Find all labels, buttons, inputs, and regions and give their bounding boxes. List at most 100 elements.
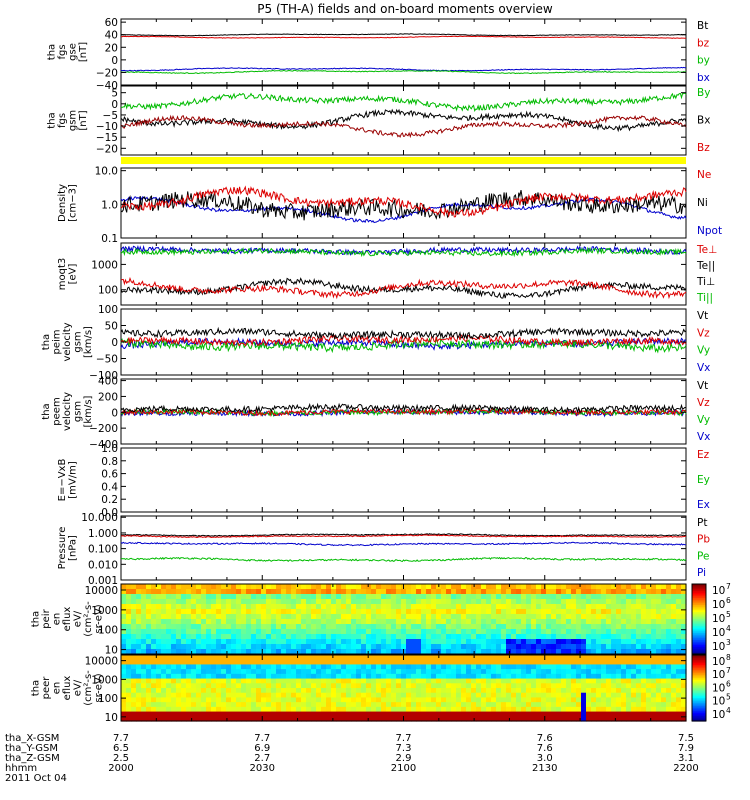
spectrogram-cell: [651, 624, 657, 630]
spectrogram-cell: [136, 716, 142, 722]
spectrogram-cell: [291, 697, 297, 703]
spectrogram-cell: [441, 614, 447, 620]
spectrogram-cell: [596, 673, 602, 680]
spectrogram-cell: [601, 716, 607, 722]
spectrogram-cell: [666, 584, 672, 590]
spectrogram-cell: [256, 604, 262, 610]
spectrogram-cell: [471, 599, 477, 605]
spectrogram-cell: [466, 683, 472, 689]
spectrogram-cell: [206, 692, 212, 699]
y-tick-label: 40: [105, 30, 118, 42]
spectrogram-cell: [536, 688, 542, 694]
spectrogram-cell: [396, 716, 402, 722]
spectrogram-cell: [341, 584, 347, 590]
spectrogram-cell: [236, 692, 242, 699]
spectrogram-cell: [416, 664, 422, 670]
spectrogram-cell: [586, 594, 592, 600]
spectrogram-cell: [391, 702, 397, 708]
spectrogram-cell: [321, 706, 327, 713]
spectrogram-cell: [466, 589, 472, 595]
spectrogram-cell: [561, 688, 567, 694]
spectrogram-cell: [571, 711, 577, 717]
colorbar-cell: [692, 683, 706, 686]
spectrogram-cell: [186, 584, 192, 590]
spectrogram-cell: [656, 673, 662, 680]
spectrogram-cell: [356, 716, 362, 722]
spectrogram-cell: [121, 702, 127, 708]
spectrogram-cell: [591, 594, 597, 600]
spectrogram-cell: [616, 711, 622, 717]
spectrogram-cell: [536, 599, 542, 605]
spectrogram-cell: [261, 659, 267, 666]
spectrogram-cell: [636, 609, 642, 615]
ephemeris-value: 2.9: [396, 753, 412, 764]
spectrogram-cell: [151, 678, 157, 684]
spectrogram-cell: [521, 584, 527, 590]
spectrogram-cell: [616, 644, 622, 650]
spectrogram-cell: [561, 659, 567, 666]
spectrogram-cell: [341, 629, 347, 635]
spectrogram-cell: [436, 664, 442, 670]
spectrogram-cell: [521, 649, 527, 655]
spectrogram-cell: [531, 629, 537, 635]
spectrogram-cell: [306, 624, 312, 630]
spectrogram-cell: [476, 683, 482, 689]
spectrogram-cell: [236, 599, 242, 605]
spectrogram-cell: [186, 702, 192, 708]
spectrogram-cell: [396, 584, 402, 590]
spectrogram-cell: [411, 692, 417, 699]
colorbar-cell: [692, 679, 706, 682]
spectrogram-cell: [221, 629, 227, 635]
y-tick-label: 0.010: [88, 559, 118, 571]
spectrogram-cell: [661, 609, 667, 615]
spectrogram-cell: [271, 697, 277, 703]
spectrogram-cell: [376, 692, 382, 699]
spectrogram-cell: [636, 711, 642, 717]
spectrogram-cell: [341, 711, 347, 717]
spectrogram-cell: [421, 594, 427, 600]
spectrogram-cell: [171, 673, 177, 680]
spectrogram-cell: [471, 711, 477, 717]
spectrogram-cell: [196, 589, 202, 595]
spectrogram-cell: [271, 659, 277, 666]
spectrogram-cell: [556, 584, 562, 590]
spectrogram-cell: [386, 702, 392, 708]
colorbar-cell: [692, 648, 706, 652]
spectrogram-cell: [661, 644, 667, 650]
spectrogram-cell: [486, 639, 492, 645]
spectrogram-cell: [601, 673, 607, 680]
spectrogram-cell: [651, 594, 657, 600]
spectrogram-cell: [276, 673, 282, 680]
spectrogram-cell: [631, 706, 637, 713]
spectrogram-cell: [456, 706, 462, 713]
spectrogram-cell: [516, 659, 522, 666]
y-axis-label: Pressure: [57, 527, 68, 570]
spectrogram-cell: [151, 711, 157, 717]
spectrogram-cell: [621, 634, 627, 640]
ephemeris-value: 6.9: [254, 743, 270, 754]
spectrogram-cell: [256, 688, 262, 694]
spectrogram-cell: [446, 619, 452, 625]
spectrogram-cell: [381, 609, 387, 615]
spectrogram-cell: [326, 706, 332, 713]
spectrogram-cell: [341, 619, 347, 625]
spectrogram-cell: [526, 673, 532, 680]
spectrogram-cell: [366, 594, 372, 600]
spectrogram-cell: [336, 584, 342, 590]
spectrogram-cell: [321, 614, 327, 620]
spectrogram-cell: [681, 649, 687, 655]
spectrogram-cell: [196, 614, 202, 620]
spectrogram-cell: [306, 639, 312, 645]
spectrogram-cell: [201, 692, 207, 699]
spectrogram-cell: [481, 584, 487, 590]
spectrogram-cell: [246, 669, 252, 675]
spectrogram-cell: [261, 716, 267, 722]
spectrogram-cell: [676, 692, 682, 699]
spectrogram-cell: [666, 664, 672, 670]
spectrogram-cell: [316, 678, 322, 684]
spectrogram-cell: [251, 697, 257, 703]
spectrogram-cell: [231, 634, 237, 640]
spectrogram-cell: [151, 619, 157, 625]
y-tick-label: 0.2: [101, 494, 118, 506]
spectrogram-cell: [146, 639, 152, 645]
